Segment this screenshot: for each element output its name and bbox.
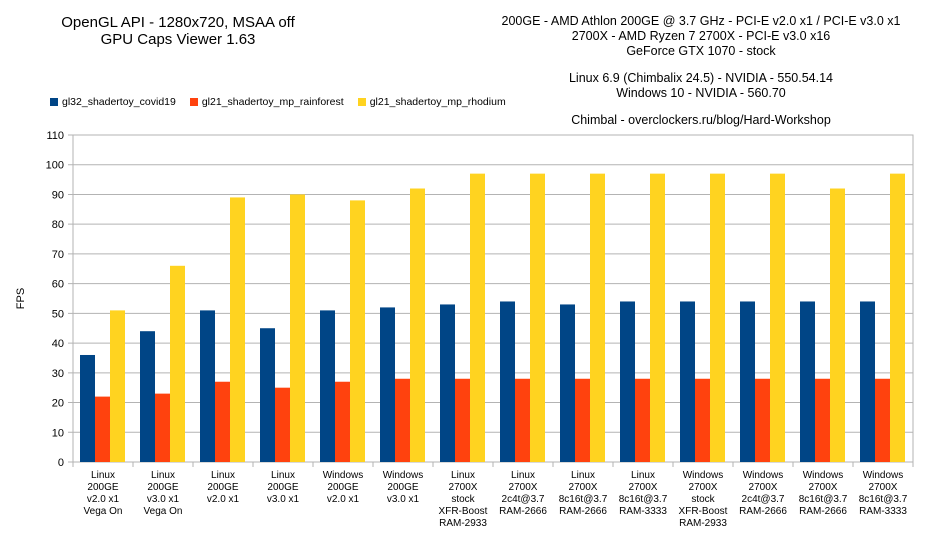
info-line: Linux 6.9 (Chimbalix 24.5) - NVIDIA - 55… [568, 71, 834, 85]
x-tick-label: Windows 200GE v2.0 x1 [323, 470, 364, 505]
bar [230, 197, 245, 462]
bar [695, 378, 710, 462]
bar [590, 173, 605, 463]
bar [80, 354, 95, 462]
bar [140, 331, 155, 462]
bar [410, 188, 425, 462]
x-tick-label: Windows 2700X 8c16t@3.7 RAM-2666 [799, 470, 848, 517]
x-tick-label: Windows 2700X 8c16t@3.7 RAM-3333 [859, 470, 908, 517]
y-tick-label: 80 [52, 219, 64, 231]
bar [380, 307, 395, 462]
bar [470, 173, 485, 463]
x-tick-label: Windows 2700X stock XFR-Boost RAM-2933 [679, 470, 728, 529]
info-line: Chimbal - overclockers.ru/blog/Hard-Work… [571, 113, 831, 127]
x-tick-label: Linux 2700X 2c4t@3.7 RAM-2666 [499, 470, 547, 517]
x-tick-label: Linux 2700X stock XFR-Boost RAM-2933 [439, 470, 488, 529]
x-tick-label: Linux 2700X 8c16t@3.7 RAM-2666 [559, 470, 608, 517]
legend-item: gl21_shadertoy_mp_rainforest [189, 96, 344, 108]
bar [395, 378, 410, 462]
bar [215, 381, 230, 462]
legend-item: gl32_shadertoy_covid19 [50, 96, 176, 108]
test-config-info: 200GE - AMD Athlon 200GE @ 3.7 GHz - PCI… [470, 14, 932, 128]
bar [440, 304, 455, 462]
bar [575, 378, 590, 462]
bar [815, 378, 830, 462]
y-tick-label: 110 [46, 130, 64, 142]
x-tick-label: Linux 200GE v3.0 x1 Vega On [144, 470, 183, 517]
plot-frame [72, 134, 914, 463]
x-tick-label: Linux 200GE v2.0 x1 [207, 470, 240, 505]
legend-label: gl21_shadertoy_mp_rhodium [369, 96, 506, 108]
bar [350, 200, 365, 462]
bar [755, 378, 770, 462]
y-axis-label: FPS [15, 288, 27, 309]
bar [860, 301, 875, 462]
bar [635, 378, 650, 462]
bar [515, 378, 530, 462]
x-tick-label: Linux 200GE v3.0 x1 [267, 470, 300, 505]
bar [620, 301, 635, 462]
info-line: GeForce GTX 1070 - stock [626, 44, 776, 58]
chart-title-line-2: GPU Caps Viewer 1.63 [100, 31, 256, 48]
legend-label: gl32_shadertoy_covid19 [62, 96, 176, 108]
y-tick-label: 50 [52, 308, 64, 320]
y-tick-label: 100 [46, 160, 64, 172]
bar [875, 378, 890, 462]
bar [650, 173, 665, 463]
legend: gl32_shadertoy_covid19 gl21_shadertoy_mp… [50, 95, 520, 109]
bar [830, 188, 845, 462]
bar [155, 393, 170, 462]
bar [800, 301, 815, 462]
y-tick-label: 90 [52, 189, 64, 201]
bar [770, 173, 785, 463]
legend-item: gl21_shadertoy_mp_rhodium [357, 96, 506, 108]
bar [290, 194, 305, 463]
legend-swatch [50, 98, 58, 106]
y-tick-label: 20 [52, 398, 64, 410]
y-tick-label: 60 [52, 279, 64, 291]
bar [260, 328, 275, 462]
y-tick-label: 70 [52, 249, 64, 261]
bar [320, 310, 335, 462]
bar [740, 301, 755, 462]
info-line: 2700X - AMD Ryzen 7 2700X - PCI-E v3.0 x… [571, 29, 831, 43]
x-tick-label: Linux 2700X 8c16t@3.7 RAM-3333 [619, 470, 668, 517]
bar [200, 310, 215, 462]
bar [680, 301, 695, 462]
y-tick-label: 0 [58, 457, 64, 469]
bar [170, 265, 185, 462]
chart-title: OpenGL API - 1280x720, MSAA off GPU Caps… [0, 14, 356, 48]
bar [500, 301, 515, 462]
bar [455, 378, 470, 462]
bar [335, 381, 350, 462]
legend-swatch [189, 98, 198, 106]
bar [890, 173, 905, 463]
y-tick-label: 10 [52, 427, 64, 439]
bar [110, 310, 125, 462]
y-tick-label: 40 [52, 338, 64, 350]
info-line: Windows 10 - NVIDIA - 560.70 [616, 86, 786, 100]
chart-title-line-1: OpenGL API - 1280x720, MSAA off [61, 14, 295, 31]
legend-label: gl21_shadertoy_mp_rainforest [201, 96, 344, 108]
x-tick-label: Windows 2700X 2c4t@3.7 RAM-2666 [739, 470, 787, 517]
x-tick-label: Linux 200GE v2.0 x1 Vega On [84, 470, 123, 517]
bar [710, 173, 725, 463]
bar [95, 396, 110, 462]
bar [275, 387, 290, 462]
y-tick-label: 30 [52, 368, 64, 380]
x-tick-label: Windows 200GE v3.0 x1 [383, 470, 424, 505]
bar [530, 173, 545, 463]
legend-swatch [357, 98, 366, 106]
bar [560, 304, 575, 462]
info-line: 200GE - AMD Athlon 200GE @ 3.7 GHz - PCI… [501, 14, 901, 28]
